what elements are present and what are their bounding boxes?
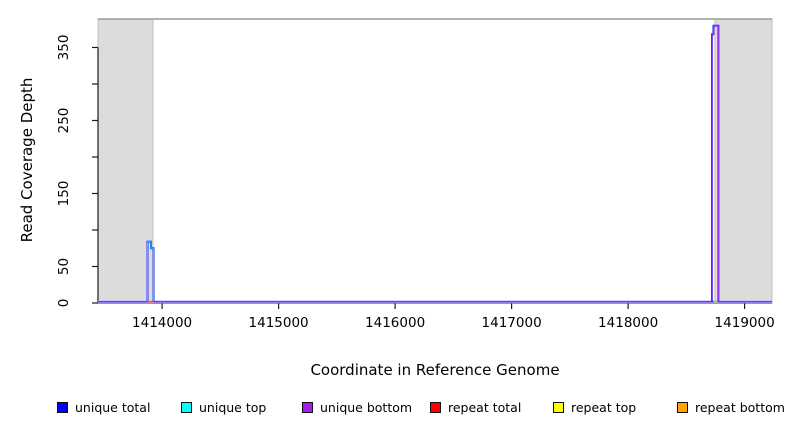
legend-swatch-unique-bottom <box>302 401 313 413</box>
legend-item: unique total <box>57 397 150 417</box>
legend-item-label: repeat top <box>571 399 637 415</box>
legend-item: unique bottom <box>302 397 412 417</box>
series-unique-bottom <box>711 25 719 302</box>
y-tick-label: 250 <box>56 108 72 134</box>
legend-item: repeat top <box>553 397 636 417</box>
y-tick-label: 350 <box>56 35 72 61</box>
legend-swatch-unique-total <box>57 401 68 413</box>
legend-item: repeat total <box>430 397 521 417</box>
y-tick-label: 50 <box>56 258 72 275</box>
legend-swatch-unique-top <box>181 401 192 413</box>
shaded-region-left-flank <box>97 18 154 304</box>
x-axis-title: Coordinate in Reference Genome <box>310 361 560 379</box>
legend: unique total unique top unique bottom repea… <box>0 397 792 421</box>
shaded-region-right-flank <box>714 18 773 304</box>
x-tick-label: 1419000 <box>715 315 775 331</box>
legend-item-label: unique bottom <box>320 399 413 415</box>
legend-item-label: repeat bottom <box>695 399 785 415</box>
series-unique-top <box>146 241 155 302</box>
y-tick-label: 150 <box>56 181 72 207</box>
legend-item: unique top <box>181 397 266 417</box>
x-tick-label: 1414000 <box>132 315 192 331</box>
x-tick-label: 1415000 <box>249 315 309 331</box>
x-tick-label: 1418000 <box>598 315 658 331</box>
x-tick-label: 1416000 <box>365 315 425 331</box>
legend-swatch-repeat-total <box>430 401 441 413</box>
legend-item: repeat bottom <box>677 397 785 417</box>
y-tick-label: 0 <box>56 299 72 308</box>
legend-item-label: repeat total <box>448 399 522 415</box>
legend-swatch-repeat-bottom <box>677 401 688 413</box>
legend-swatch-repeat-top <box>553 401 564 413</box>
x-tick-label: 1417000 <box>482 315 542 331</box>
legend-item-label: unique top <box>199 399 267 415</box>
y-axis-title: Read Coverage Depth <box>18 77 36 243</box>
legend-item-label: unique total <box>75 399 151 415</box>
